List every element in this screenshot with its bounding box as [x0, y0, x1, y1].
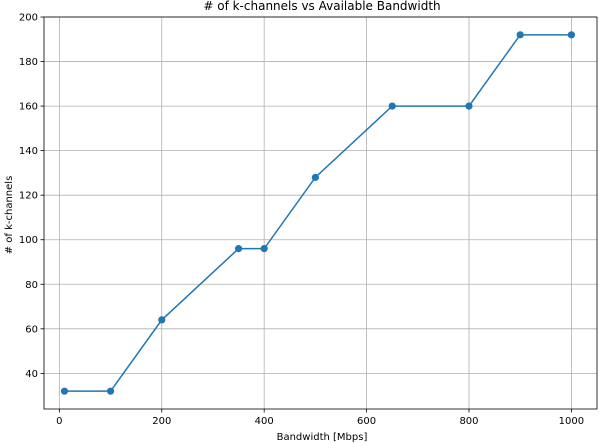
y-axis-ticks: 40 60 80 100 120 140 160 180 200	[19, 13, 44, 380]
y-tick-label: 120	[19, 191, 38, 202]
y-tick-label: 60	[25, 324, 38, 335]
x-tick-label: 1000	[559, 416, 584, 427]
y-tick-label: 40	[25, 369, 38, 380]
data-point	[106, 387, 115, 395]
data-point	[311, 173, 319, 181]
x-axis-label: Bandwidth [Mbps]	[277, 432, 368, 443]
data-point	[388, 102, 396, 110]
x-tick-label: 400	[255, 416, 274, 427]
series	[60, 31, 575, 395]
data-point	[516, 31, 524, 39]
data-point	[260, 245, 268, 253]
x-tick-label: 200	[152, 416, 171, 427]
x-tick-label: 800	[459, 416, 478, 427]
data-point	[234, 245, 243, 253]
data-point	[158, 316, 166, 324]
y-tick-label: 180	[19, 57, 38, 68]
x-axis-ticks: 0 200 400 600 800 1000	[56, 409, 584, 427]
y-tick-label: 200	[19, 13, 38, 24]
y-tick-label: 160	[19, 102, 38, 113]
plot-area-border	[43, 16, 598, 410]
chart-title: # of k-channels vs Available Bandwidth	[203, 0, 440, 13]
x-tick-label: 0	[56, 416, 62, 427]
axes-frame	[43, 16, 598, 410]
data-point	[465, 102, 473, 110]
data-point	[60, 387, 69, 395]
y-tick-label: 100	[19, 235, 38, 246]
y-tick-label: 80	[25, 280, 38, 291]
data-point	[567, 31, 575, 39]
grid	[44, 16, 597, 409]
y-axis-label: # of k-channels	[4, 176, 15, 255]
y-tick-label: 140	[19, 146, 38, 157]
series-line	[64, 34, 572, 392]
x-tick-label: 600	[357, 416, 376, 427]
